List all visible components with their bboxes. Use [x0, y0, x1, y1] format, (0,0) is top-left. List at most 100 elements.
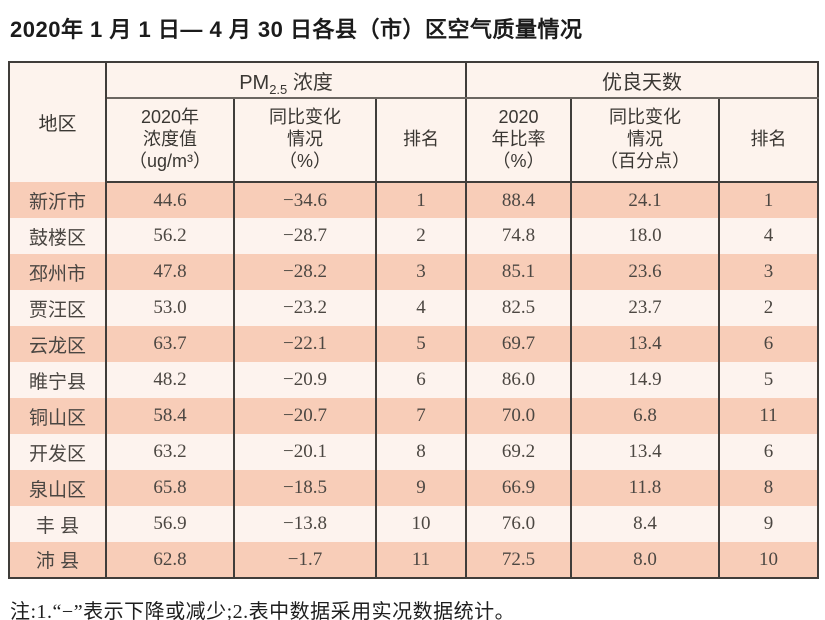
region-cell: 云龙区: [8, 326, 107, 362]
pm-rank-cell: 8: [374, 434, 468, 470]
pm-change-cell: −34.6: [233, 182, 377, 218]
good-rate-cell: 70.0: [465, 398, 573, 434]
good-change-cell: 6.8: [570, 398, 721, 434]
good-rank-cell: 11: [718, 398, 820, 434]
pm-value-cell: 62.8: [105, 542, 235, 578]
header-group-good-days: 优良天数: [465, 62, 820, 99]
good-rank-cell: 2: [718, 290, 820, 326]
good-rank-cell: 4: [718, 218, 820, 254]
table-row: 沛 县 62.8 −1.7 11 72.5 8.0 10: [8, 542, 820, 578]
table-row: 贾汪区 53.0 −23.2 4 82.5 23.7 2: [8, 290, 820, 326]
table-row: 泉山区 65.8 −18.5 9 66.9 11.8 8: [8, 470, 820, 506]
table-row: 睢宁县 48.2 −20.9 6 86.0 14.9 5: [8, 362, 820, 398]
good-rank-cell: 6: [718, 434, 820, 470]
good-change-cell: 13.4: [570, 326, 721, 362]
good-rate-cell: 72.5: [465, 542, 573, 578]
pm-value-cell: 53.0: [105, 290, 235, 326]
good-rate-cell: 66.9: [465, 470, 573, 506]
table-row: 云龙区 63.7 −22.1 5 69.7 13.4 6: [8, 326, 820, 362]
good-rate-cell: 76.0: [465, 506, 573, 542]
header-sub-row: 2020年 浓度值 （ug/m³） 同比变化 情况 （%） 排名 2020 年比…: [9, 98, 820, 183]
table-row: 开发区 63.2 −20.1 8 69.2 13.4 6: [8, 434, 820, 470]
header-group-row: 地区 PM2.5 浓度 优良天数: [8, 62, 820, 182]
pm-change-cell: −22.1: [233, 326, 377, 362]
header-good-rate: 2020 年比率 （%）: [465, 98, 573, 183]
footnote: 注:1.“−”表示下降或减少;2.表中数据采用实况数据统计。: [10, 601, 516, 620]
region-cell: 新沂市: [8, 182, 107, 218]
pm-value-cell: 56.9: [105, 506, 235, 542]
pm-change-cell: −13.8: [233, 506, 377, 542]
pm-rank-cell: 10: [374, 506, 468, 542]
air-quality-table: 地区 PM2.5 浓度 优良天数 2020年 浓度值 （ug/m³） 同比变化 …: [8, 61, 820, 579]
good-rate-cell: 88.4: [465, 182, 573, 218]
header-pm-value: 2020年 浓度值 （ug/m³）: [105, 98, 235, 183]
page-title: 2020年 1 月 1 日— 4 月 30 日各县（市）区空气质量情况: [10, 17, 583, 42]
good-change-cell: 18.0: [570, 218, 721, 254]
pm-change-cell: −23.2: [233, 290, 377, 326]
good-rank-cell: 10: [718, 542, 820, 578]
header-group-pm25: PM2.5 浓度: [104, 62, 468, 99]
table-row: 新沂市 44.6 −34.6 1 88.4 24.1 1: [8, 182, 820, 218]
good-rate-cell: 74.8: [465, 218, 573, 254]
region-cell: 贾汪区: [8, 290, 107, 326]
pm-value-cell: 58.4: [105, 398, 235, 434]
pm-change-cell: −28.7: [233, 218, 377, 254]
table-body: 新沂市 44.6 −34.6 1 88.4 24.1 1 鼓楼区 56.2 −2…: [8, 182, 820, 578]
pm-rank-cell: 3: [374, 254, 468, 290]
pm-change-cell: −20.7: [233, 398, 377, 434]
table-row: 丰 县 56.9 −13.8 10 76.0 8.4 9: [8, 506, 820, 542]
good-rate-cell: 69.2: [465, 434, 573, 470]
good-change-cell: 14.9: [570, 362, 721, 398]
pm-value-cell: 56.2: [105, 218, 235, 254]
pm-rank-cell: 1: [374, 182, 468, 218]
table-row: 鼓楼区 56.2 −28.7 2 74.8 18.0 4: [8, 218, 820, 254]
pm-value-cell: 65.8: [105, 470, 235, 506]
pm-rank-cell: 11: [374, 542, 468, 578]
pm25-label-subscript: 2.5: [269, 81, 288, 97]
good-change-cell: 8.4: [570, 506, 721, 542]
good-rank-cell: 3: [718, 254, 820, 290]
pm-rank-cell: 6: [374, 362, 468, 398]
pm25-label-suffix: 浓度: [287, 71, 333, 94]
good-change-cell: 13.4: [570, 434, 721, 470]
pm-value-cell: 44.6: [105, 182, 235, 218]
table-header: 地区 PM2.5 浓度 优良天数 2020年 浓度值 （ug/m³） 同比变化 …: [8, 62, 820, 183]
good-rate-cell: 69.7: [465, 326, 573, 362]
region-cell: 睢宁县: [8, 362, 107, 398]
pm-rank-cell: 5: [374, 326, 468, 362]
pm-value-cell: 47.8: [105, 254, 235, 290]
pm-value-cell: 63.2: [105, 434, 235, 470]
good-change-cell: 8.0: [570, 542, 721, 578]
pm-change-cell: −1.7: [233, 542, 377, 578]
pm-rank-cell: 4: [374, 290, 468, 326]
pm-value-cell: 63.7: [105, 326, 235, 362]
pm-rank-cell: 7: [374, 398, 468, 434]
table-row: 铜山区 58.4 −20.7 7 70.0 6.8 11: [8, 398, 820, 434]
header-good-change: 同比变化 情况 （百分点）: [570, 98, 721, 183]
region-cell: 铜山区: [8, 398, 107, 434]
header-good-rank: 排名: [718, 98, 820, 183]
region-cell: 鼓楼区: [8, 218, 107, 254]
good-rank-cell: 5: [718, 362, 820, 398]
good-rate-cell: 85.1: [465, 254, 573, 290]
table-row: 邳州市 47.8 −28.2 3 85.1 23.6 3: [8, 254, 820, 290]
pm-change-cell: −20.9: [233, 362, 377, 398]
pm25-label-prefix: PM: [239, 71, 270, 94]
good-rate-cell: 82.5: [465, 290, 573, 326]
good-rank-cell: 9: [718, 506, 820, 542]
good-change-cell: 11.8: [570, 470, 721, 506]
good-rate-cell: 86.0: [465, 362, 573, 398]
region-cell: 邳州市: [8, 254, 107, 290]
pm-rank-cell: 2: [374, 218, 468, 254]
region-cell: 开发区: [8, 434, 107, 470]
pm-rank-cell: 9: [374, 470, 468, 506]
good-rank-cell: 1: [718, 182, 820, 218]
good-rank-cell: 8: [718, 470, 820, 506]
header-region: 地区: [8, 62, 107, 182]
region-cell: 沛 县: [8, 542, 107, 578]
pm-change-cell: −18.5: [233, 470, 377, 506]
region-cell: 泉山区: [8, 470, 107, 506]
pm-value-cell: 48.2: [105, 362, 235, 398]
pm-change-cell: −28.2: [233, 254, 377, 290]
